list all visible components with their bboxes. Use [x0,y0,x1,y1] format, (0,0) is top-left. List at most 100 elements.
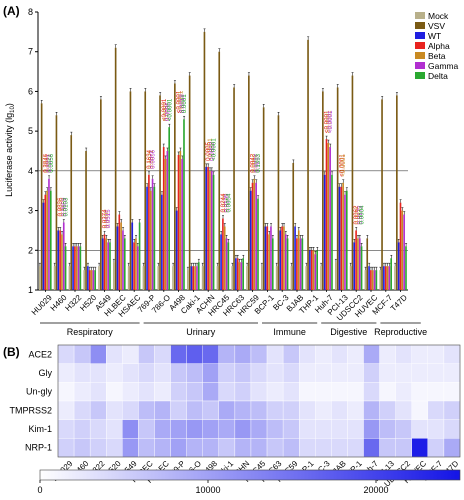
bar [187,270,189,290]
heatmap-cell [331,363,348,383]
bar [135,238,137,290]
bar [146,186,148,290]
heatmap-cell [315,419,332,439]
bar [131,222,134,290]
bar [312,250,315,290]
bar [355,230,357,290]
bar [390,258,392,290]
bar [297,230,300,290]
bar [203,31,206,290]
heatmap-cell [138,363,155,383]
bar [301,238,304,290]
heatmap-row-label: Un-gly [26,387,53,397]
bar [236,258,239,290]
p-value-annotation: 0.0005 [205,141,212,160]
bar [316,250,318,290]
y-tick-label: 4 [28,166,33,176]
bar [196,266,198,290]
bar [396,95,398,291]
p-value-annotation: <0.0001 [166,98,173,121]
heatmap-cell [443,382,461,402]
heatmap-cell [138,400,155,420]
heatmap-cell [266,400,284,420]
p-value-annotation: <0.0001 [324,110,331,133]
y-tick-label: 1 [28,285,33,295]
bar [162,147,165,290]
bar [61,234,63,290]
bar [331,174,333,290]
heatmap-cell [89,363,107,383]
heatmap-cell [73,438,91,458]
heatmap-cell [299,438,316,458]
bar [327,143,330,290]
bar [368,266,370,290]
p-value-annotation: 0.0407 [103,209,110,228]
heatmap-cell [443,363,461,383]
heatmap-cell [299,419,316,439]
bar [360,246,363,290]
heatmap-cell [106,382,123,402]
bar [251,182,254,290]
heatmap-cell [89,400,107,420]
heatmap-cell [73,344,91,364]
bar [383,266,385,290]
p-value-annotation: 0.0002 [163,102,170,121]
heatmap-cell [234,438,252,458]
p-value-annotation: <0.0001 [161,98,168,121]
heatmap-cell [234,419,252,439]
bar [351,75,354,291]
p-value-annotation: 0.0084 [417,0,436,2]
heatmap-row-label: NRP-1 [25,443,52,453]
heatmap-cell [73,382,91,402]
heatmap-cell [411,438,429,458]
bar [384,266,387,290]
bar [183,119,185,290]
bar [205,166,208,290]
p-value-annotation: 0.0173 [357,205,364,224]
heatmap-cell [427,400,445,420]
bar [94,270,96,290]
bar [268,234,270,290]
bar [307,39,309,290]
group-label: Reproductive [374,327,427,337]
bar [248,75,250,291]
p-value-annotation: 0.0006 [164,102,171,121]
heatmap-cell [73,400,91,420]
heatmap-cell [234,344,252,364]
p-value-annotation: 0.0105 [224,193,231,212]
bar [255,182,257,290]
heatmap-cell [234,363,252,383]
colorbar: 0 10000 20000 [37,469,461,495]
bar [48,178,50,290]
bar [253,178,256,290]
bar [266,226,269,290]
bar [164,158,167,290]
bar [246,266,248,290]
bar [142,266,145,290]
legend-swatch [415,22,425,29]
heatmap-cell [250,438,268,458]
heatmap-row-label: Gly [39,368,53,378]
bar [345,190,348,290]
bar [42,202,45,290]
heatmap-cell [170,382,187,402]
colorbar-bar [39,469,461,481]
bar [379,270,382,290]
p-value-annotation: 0.0059 [61,197,68,216]
bar [181,158,183,290]
heatmap-row-label: TMPRSS2 [9,405,52,415]
p-value-annotation: 0.1634 [146,149,153,168]
bar [118,214,121,290]
heatmap-cell [250,419,268,439]
p-value-annotation: 0.0374 [102,209,109,228]
bar [172,266,174,290]
heatmap-cell [106,419,123,439]
heatmap-cell [331,344,348,364]
heatmap-cell [186,363,203,383]
p-value-annotation: 0.0056 [150,149,157,168]
p-value-annotation: 0.0042 [250,153,257,172]
heatmap-cell [315,438,332,458]
bar [286,238,289,290]
heatmap-cell [186,400,203,420]
heatmap-cell [202,400,220,420]
